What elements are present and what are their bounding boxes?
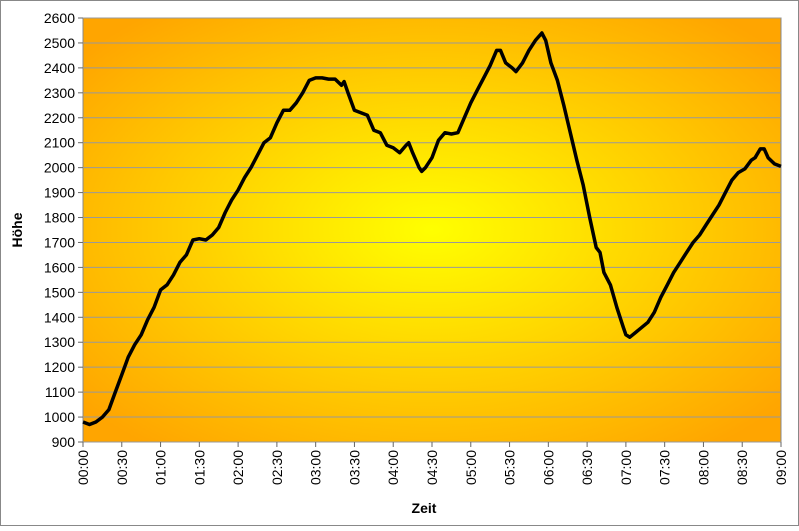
x-tick-label: 08:30 bbox=[734, 450, 750, 485]
y-tick-label: 2100 bbox=[44, 135, 75, 151]
y-tick-label: 1900 bbox=[44, 185, 75, 201]
x-tick-label: 07:00 bbox=[618, 450, 634, 485]
y-tick-label: 1800 bbox=[44, 210, 75, 226]
y-tick-label: 1500 bbox=[44, 284, 75, 300]
x-tick-label: 06:30 bbox=[579, 450, 595, 485]
y-tick-label: 900 bbox=[52, 434, 76, 450]
x-tick-label: 07:30 bbox=[657, 450, 673, 485]
x-tick-label: 05:30 bbox=[502, 450, 518, 485]
x-tick-label: 06:00 bbox=[540, 450, 556, 485]
x-tick-label: 03:00 bbox=[308, 450, 324, 485]
x-tick-label: 02:00 bbox=[230, 450, 246, 485]
y-axis-title: Höhe bbox=[9, 212, 25, 247]
plot-area bbox=[82, 17, 782, 443]
y-tick-label: 2500 bbox=[44, 35, 75, 51]
data-line bbox=[82, 31, 782, 427]
x-tick-label: 08:00 bbox=[695, 450, 711, 485]
x-axis-title: Zeit bbox=[412, 500, 437, 516]
y-tick-label: 2300 bbox=[44, 85, 75, 101]
y-tick-label: 1200 bbox=[44, 359, 75, 375]
y-tick-label: 1300 bbox=[44, 334, 75, 350]
y-tick-label: 2600 bbox=[44, 10, 75, 26]
y-tick-label: 1700 bbox=[44, 234, 75, 250]
x-tick-label: 01:00 bbox=[153, 450, 169, 485]
y-tick-label: 2400 bbox=[44, 60, 75, 76]
x-tick-label: 00:00 bbox=[75, 450, 91, 485]
x-tick-label: 00:30 bbox=[114, 450, 130, 485]
x-tick-label: 09:00 bbox=[773, 450, 789, 485]
y-tick-label: 1100 bbox=[45, 384, 75, 400]
y-tick-label: 1600 bbox=[44, 259, 75, 275]
x-tick-label: 05:00 bbox=[463, 450, 479, 485]
x-tick-label: 02:30 bbox=[269, 450, 285, 485]
x-tick-label: 03:30 bbox=[346, 450, 362, 485]
y-tick-label: 2000 bbox=[44, 160, 75, 176]
y-tick-label: 1400 bbox=[44, 309, 75, 325]
x-tick-label: 04:00 bbox=[385, 450, 401, 485]
y-tick-label: 1000 bbox=[44, 409, 75, 425]
x-tick-label: 04:30 bbox=[424, 450, 440, 485]
y-tick-label: 2200 bbox=[44, 110, 75, 126]
x-tick-label: 01:30 bbox=[191, 450, 207, 485]
